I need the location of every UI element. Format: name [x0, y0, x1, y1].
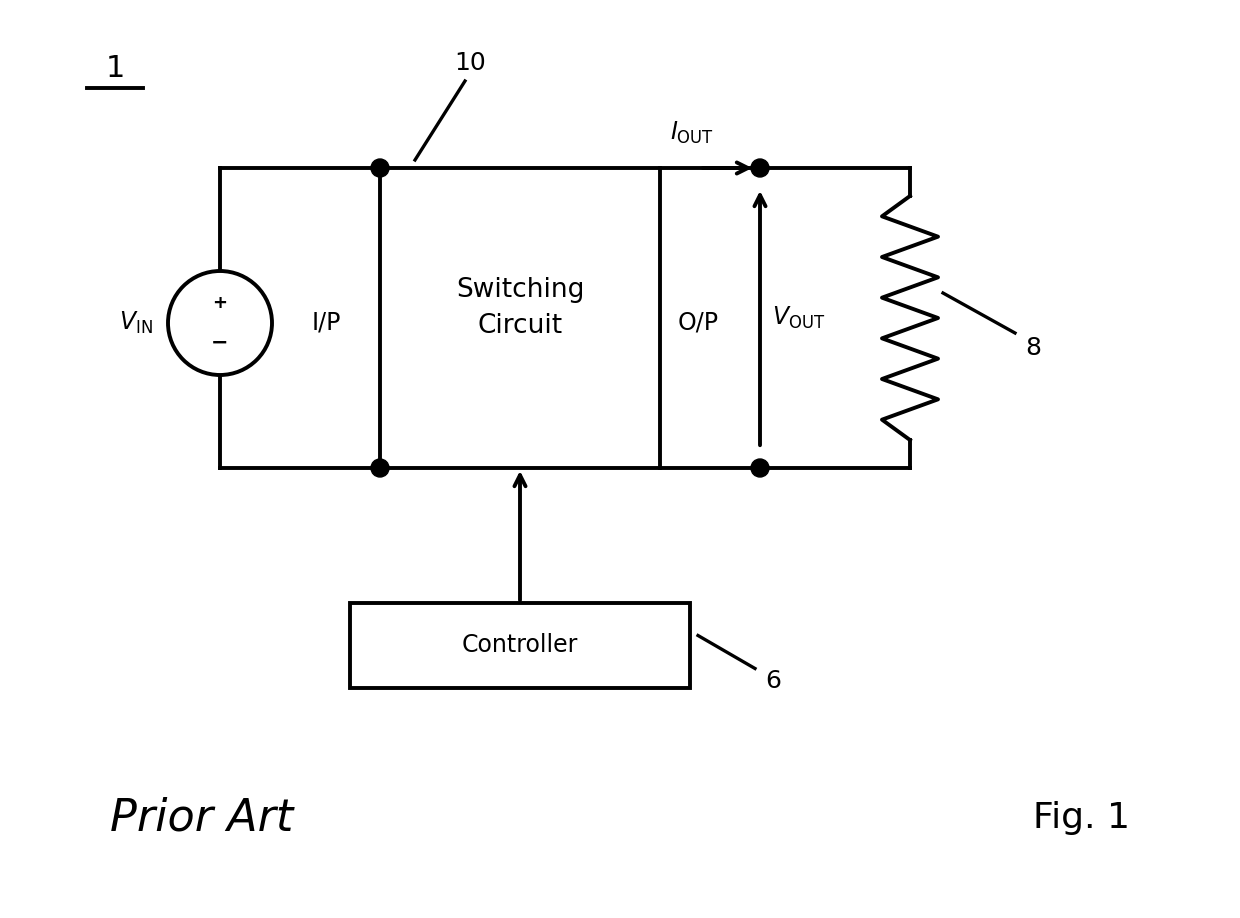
Text: Prior Art: Prior Art — [110, 797, 294, 839]
Text: +: + — [212, 294, 227, 312]
Text: $V_{\mathregular{OUT}}$: $V_{\mathregular{OUT}}$ — [773, 305, 825, 331]
Text: −: − — [211, 333, 228, 353]
Text: $I_{\mathregular{OUT}}$: $I_{\mathregular{OUT}}$ — [670, 120, 714, 146]
Text: $V_{\mathregular{IN}}$: $V_{\mathregular{IN}}$ — [119, 310, 153, 336]
Circle shape — [371, 459, 389, 477]
Text: 10: 10 — [454, 51, 486, 75]
Circle shape — [371, 159, 389, 177]
Text: Switching
Circuit: Switching Circuit — [456, 277, 584, 339]
Circle shape — [167, 271, 272, 375]
Text: I/P: I/P — [311, 311, 341, 335]
Text: Controller: Controller — [461, 633, 578, 657]
Bar — [379, 168, 660, 468]
Bar — [350, 603, 689, 688]
Text: Fig. 1: Fig. 1 — [1033, 801, 1130, 835]
Circle shape — [751, 459, 769, 477]
Text: 6: 6 — [765, 668, 781, 692]
Text: 1: 1 — [105, 54, 125, 83]
Text: 8: 8 — [1025, 336, 1042, 360]
Text: O/P: O/P — [678, 311, 719, 335]
Circle shape — [751, 159, 769, 177]
